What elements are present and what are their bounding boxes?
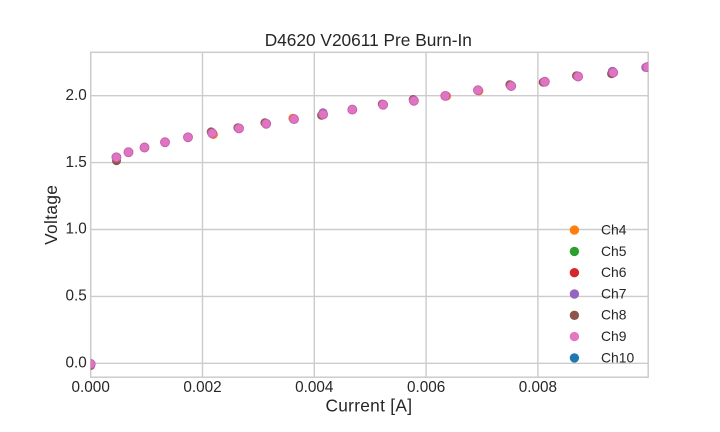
svg-text:Ch6: Ch6 xyxy=(601,264,627,280)
svg-text:0.0: 0.0 xyxy=(66,355,87,372)
svg-text:Ch8: Ch8 xyxy=(601,307,627,323)
svg-text:0.5: 0.5 xyxy=(66,288,87,305)
svg-text:D4620 V20611 Pre Burn-In: D4620 V20611 Pre Burn-In xyxy=(265,30,472,50)
svg-text:Voltage: Voltage xyxy=(41,185,61,245)
svg-text:Ch9: Ch9 xyxy=(601,328,627,344)
svg-text:Ch10: Ch10 xyxy=(601,349,634,365)
svg-text:0.002: 0.002 xyxy=(183,379,221,396)
svg-text:0.004: 0.004 xyxy=(295,379,334,396)
svg-text:0.006: 0.006 xyxy=(407,379,445,396)
svg-text:Ch4: Ch4 xyxy=(601,222,627,238)
svg-text:Current [A]: Current [A] xyxy=(325,395,412,415)
svg-text:1.0: 1.0 xyxy=(66,221,87,238)
svg-text:Ch7: Ch7 xyxy=(601,285,627,301)
svg-text:Ch5: Ch5 xyxy=(601,243,627,259)
svg-text:1.5: 1.5 xyxy=(66,154,87,171)
svg-text:0.008: 0.008 xyxy=(519,379,557,396)
svg-text:0.000: 0.000 xyxy=(72,379,110,396)
svg-text:2.0: 2.0 xyxy=(66,87,87,104)
